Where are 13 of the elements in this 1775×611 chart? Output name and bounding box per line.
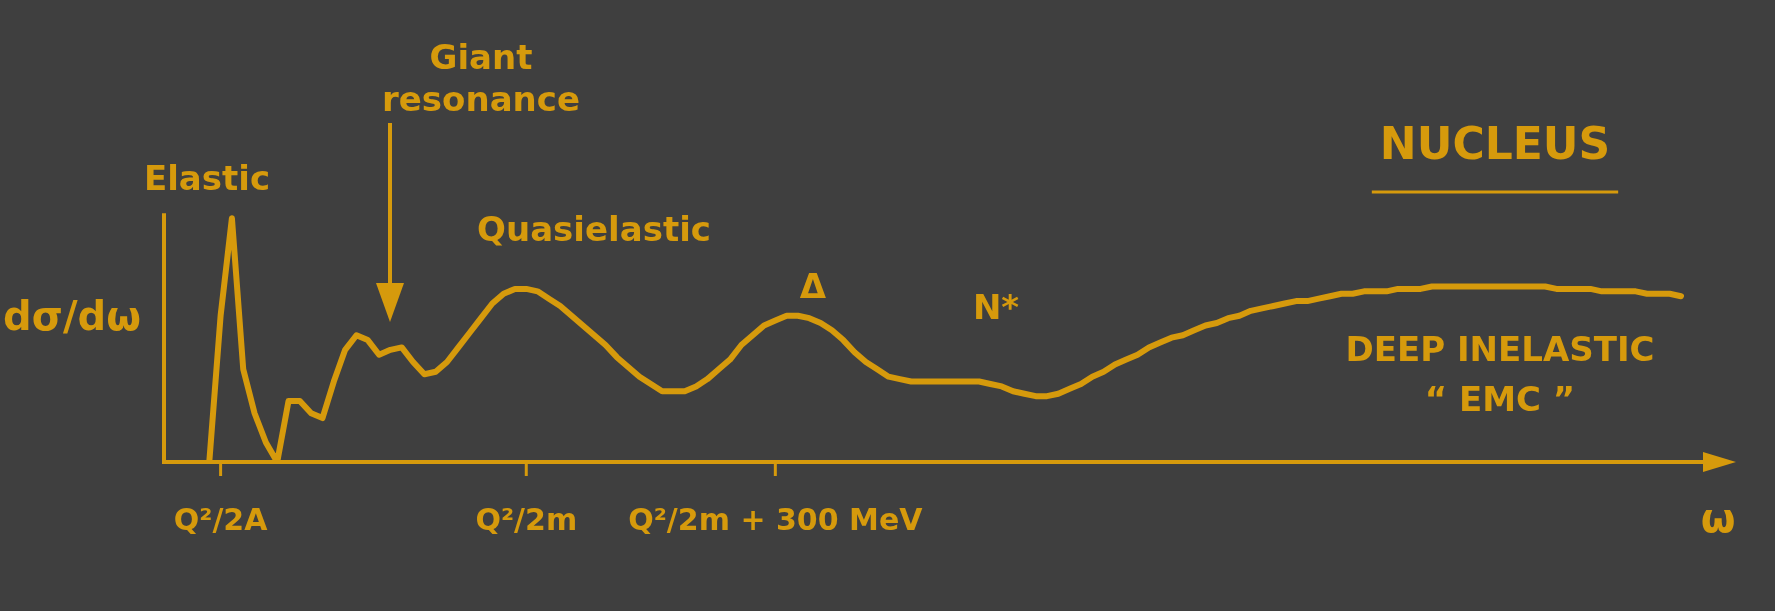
annotation: N* bbox=[972, 286, 1020, 327]
annotation: Δ bbox=[799, 265, 827, 306]
y-axis-title: dσ/dω bbox=[3, 293, 141, 340]
x-tick-label: Q²/2m bbox=[475, 501, 578, 537]
text: Elastic bbox=[143, 157, 271, 198]
annotation: Quasielastic bbox=[477, 208, 711, 249]
text: Giant resonance bbox=[382, 36, 580, 119]
chart-title: NUCLEUS bbox=[1379, 118, 1611, 170]
annotation: DEEP INELASTIC bbox=[1345, 328, 1655, 369]
x-tick-label: Q²/2m + 300 MeV bbox=[628, 501, 924, 537]
x-tick-label: Q²/2A bbox=[173, 501, 269, 537]
annotation: “ EMC ” bbox=[1424, 378, 1576, 419]
x-axis-title: ω bbox=[1700, 495, 1736, 542]
